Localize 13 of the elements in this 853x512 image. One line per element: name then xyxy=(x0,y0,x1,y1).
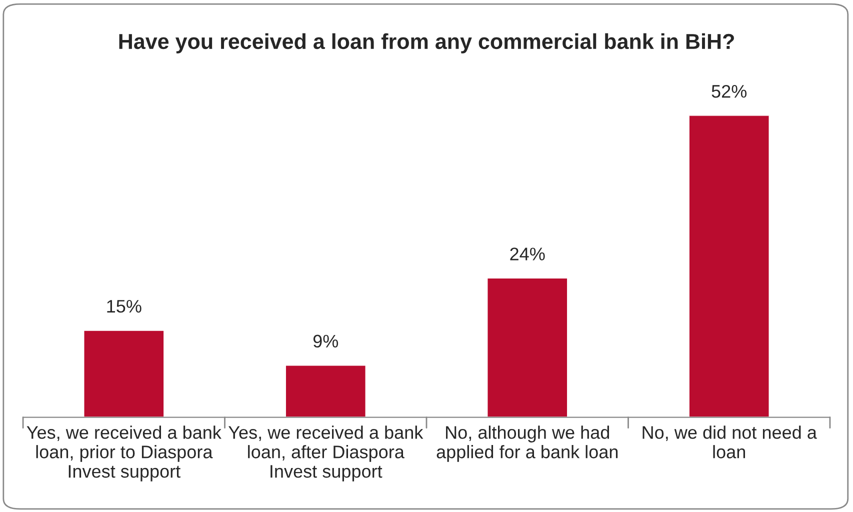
bar xyxy=(486,277,568,418)
data-label: 24% xyxy=(510,248,545,260)
bar xyxy=(82,329,165,418)
data-label: 15% xyxy=(107,300,142,313)
bar xyxy=(688,115,770,418)
x-tick-label: No, although we had applied for a bank loan xyxy=(436,426,618,462)
x-tick-label: Yes, we received a bank loan, prior to Diaspora Invest support xyxy=(26,426,222,482)
x-tick-label: Yes, we received a bank loan, after Diaspora Invest support xyxy=(228,426,424,482)
x-tick-label: No, we did not need a loan xyxy=(642,426,817,458)
data-label: 52% xyxy=(712,84,747,98)
data-label: 9% xyxy=(313,334,338,348)
chart-title: Have you received a loan from any commercial bank in BiH? xyxy=(119,33,734,54)
bar xyxy=(284,364,367,418)
